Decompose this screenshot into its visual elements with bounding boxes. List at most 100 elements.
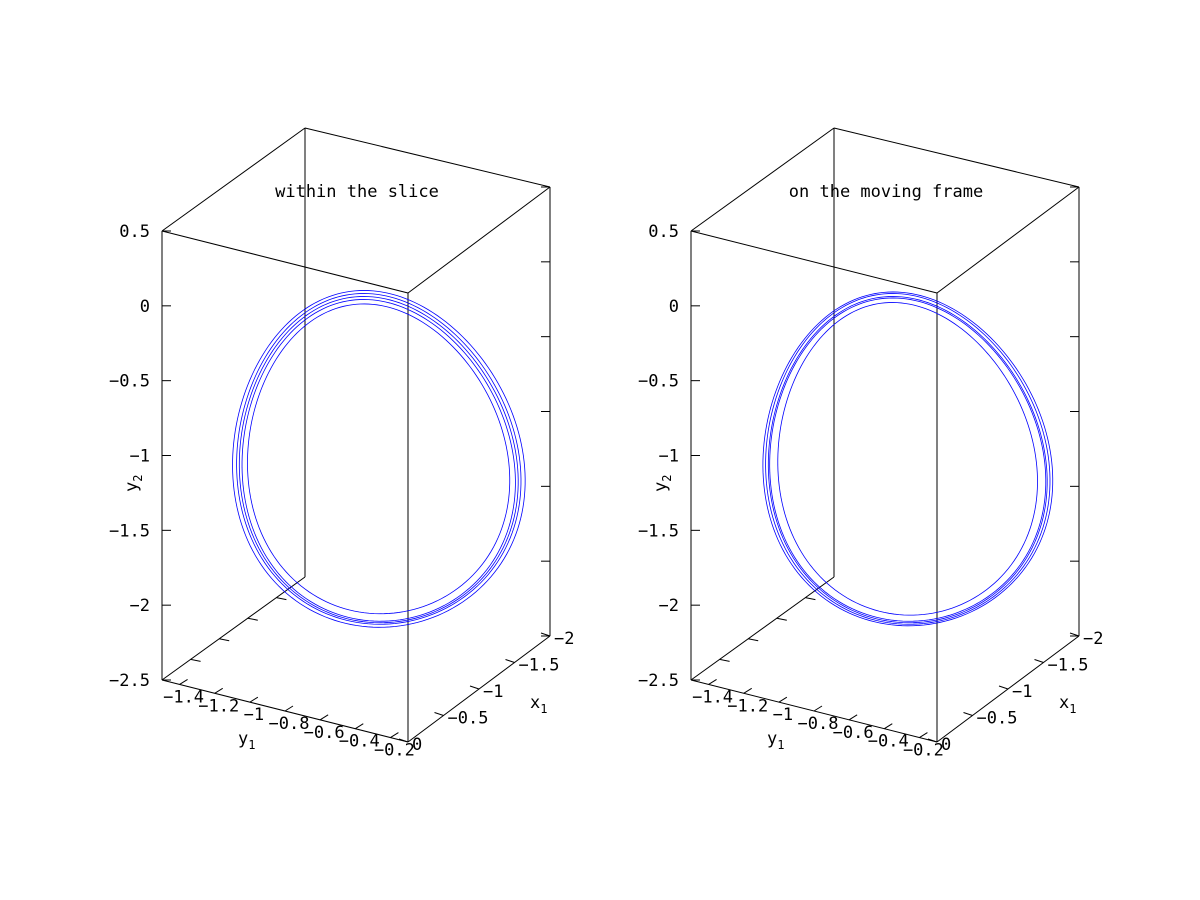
depth-tick xyxy=(776,617,787,621)
trajectory-loop xyxy=(241,299,516,622)
z-tick-label: −1 xyxy=(130,447,150,467)
box-edge-top-right xyxy=(407,186,551,294)
box-edge-top-front xyxy=(161,230,409,294)
depth-tick xyxy=(247,617,258,621)
y1-tick-label: −0.2 xyxy=(374,741,415,761)
box-edge-top-right xyxy=(936,186,1080,294)
box-edge-top-back xyxy=(833,127,1080,188)
y1-tick-label: −0.6 xyxy=(833,723,874,743)
z-tick-label: 0 xyxy=(140,297,150,317)
x1-tick xyxy=(1034,659,1044,663)
depth-tick xyxy=(719,658,730,662)
y1-tick-label: −0.8 xyxy=(269,714,310,734)
y1-tick-label: −1.2 xyxy=(198,696,239,716)
z-axis-label: y2 xyxy=(122,475,145,492)
y1-tick-label: −1.2 xyxy=(727,696,768,716)
trajectory-loop xyxy=(762,291,1054,627)
trajectory-loop xyxy=(767,296,1048,624)
trajectory-loop xyxy=(238,296,519,624)
box-edge-top-left xyxy=(161,127,306,232)
x1-tick-label: −1.5 xyxy=(519,656,560,676)
x1-tick xyxy=(469,685,480,690)
z-tick-label: −1.5 xyxy=(109,521,150,541)
x1-tick-label: −0.5 xyxy=(448,709,489,729)
y1-tick xyxy=(284,705,294,712)
x1-tick xyxy=(540,632,551,637)
x1-tick xyxy=(1069,632,1080,637)
x1-tick-label: −1 xyxy=(483,682,503,702)
y1-tick-label: −1.4 xyxy=(163,687,204,707)
x1-tick-label: 0 xyxy=(941,735,951,755)
x1-tick-label: −1 xyxy=(1012,682,1032,702)
z-tick-label: −1.5 xyxy=(638,521,679,541)
trajectory-loop xyxy=(247,303,511,615)
z-tick-label: 0 xyxy=(669,297,679,317)
y1-tick-label: −1 xyxy=(773,705,793,725)
y1-tick xyxy=(179,679,188,685)
y1-tick xyxy=(708,679,717,685)
panel-moving-frame: 0.50−0.5−1−1.5−2−2.5−1.4−1.2 −1 −0.8−0.6−0… xyxy=(638,127,1103,761)
panel-within-slice: 0.50−0.5−1−1.5−2−2.5−1.4−1.2 −1 −0.8−0.6−0… xyxy=(109,127,574,761)
y1-tick xyxy=(390,732,399,738)
chart-title: on the moving frame xyxy=(789,182,983,202)
y1-tick-label: −1 xyxy=(244,705,264,725)
y1-tick-label: −0.6 xyxy=(304,723,345,743)
x1-tick xyxy=(927,738,938,743)
depth-tick xyxy=(276,597,287,601)
chart-title: within the slice xyxy=(275,182,439,202)
depth-tick xyxy=(748,638,759,642)
y1-tick xyxy=(813,705,823,712)
z-tick-label: −2 xyxy=(130,596,150,616)
y1-tick xyxy=(355,723,364,730)
x1-tick-label: −2 xyxy=(554,629,574,649)
depth-tick xyxy=(219,638,230,642)
y1-tick xyxy=(743,687,752,694)
x1-tick-label: −0.5 xyxy=(977,709,1018,729)
box-edge-top-front xyxy=(690,230,938,294)
x1-tick xyxy=(505,659,515,663)
y1-tick xyxy=(848,714,858,721)
box-edge-bottom-left xyxy=(161,576,306,681)
box-edge-top-left xyxy=(690,127,835,232)
x1-axis-label: x1 xyxy=(1059,693,1076,716)
y1-tick xyxy=(214,687,223,694)
z-tick-label: −2.5 xyxy=(638,671,679,691)
y1-axis-label: y1 xyxy=(238,729,255,752)
depth-tick xyxy=(805,597,816,601)
trajectory-loop xyxy=(232,290,526,628)
y1-axis-label: y1 xyxy=(767,729,784,752)
z-axis-label: y2 xyxy=(651,475,674,492)
y1-tick xyxy=(319,714,329,721)
z-tick-label: −1 xyxy=(659,447,679,467)
z-tick-label: −0.5 xyxy=(638,372,679,392)
y1-tick xyxy=(919,732,928,738)
trajectory-loop xyxy=(777,302,1038,616)
y1-tick-label: −0.8 xyxy=(798,714,839,734)
box-edge-top-back xyxy=(304,127,551,188)
x1-tick-label: −1.5 xyxy=(1048,656,1089,676)
y1-tick-label: −0.4 xyxy=(339,732,380,752)
x1-tick-label: −2 xyxy=(1083,629,1103,649)
trajectory-loop xyxy=(765,293,1051,625)
x1-tick xyxy=(434,712,444,716)
x1-axis-label: x1 xyxy=(530,693,547,716)
box-edge-bottom-left xyxy=(690,576,835,681)
trajectory-loop xyxy=(769,297,1047,622)
x1-tick xyxy=(998,685,1009,690)
y1-tick xyxy=(884,723,893,730)
z-tick-label: −2.5 xyxy=(109,671,150,691)
y1-tick xyxy=(778,696,788,703)
z-tick-label: 0.5 xyxy=(648,222,679,242)
x1-tick xyxy=(398,738,409,743)
x1-tick xyxy=(963,712,973,716)
y1-tick-label: −0.4 xyxy=(868,732,909,752)
y1-tick-label: −0.2 xyxy=(903,741,944,761)
x1-tick-label: 0 xyxy=(412,735,422,755)
y1-tick xyxy=(249,696,259,703)
depth-tick xyxy=(190,658,201,662)
z-tick-label: −2 xyxy=(659,596,679,616)
y1-tick-label: −1.4 xyxy=(692,687,733,707)
z-tick-label: 0.5 xyxy=(119,222,150,242)
trajectory-loop xyxy=(236,293,522,625)
